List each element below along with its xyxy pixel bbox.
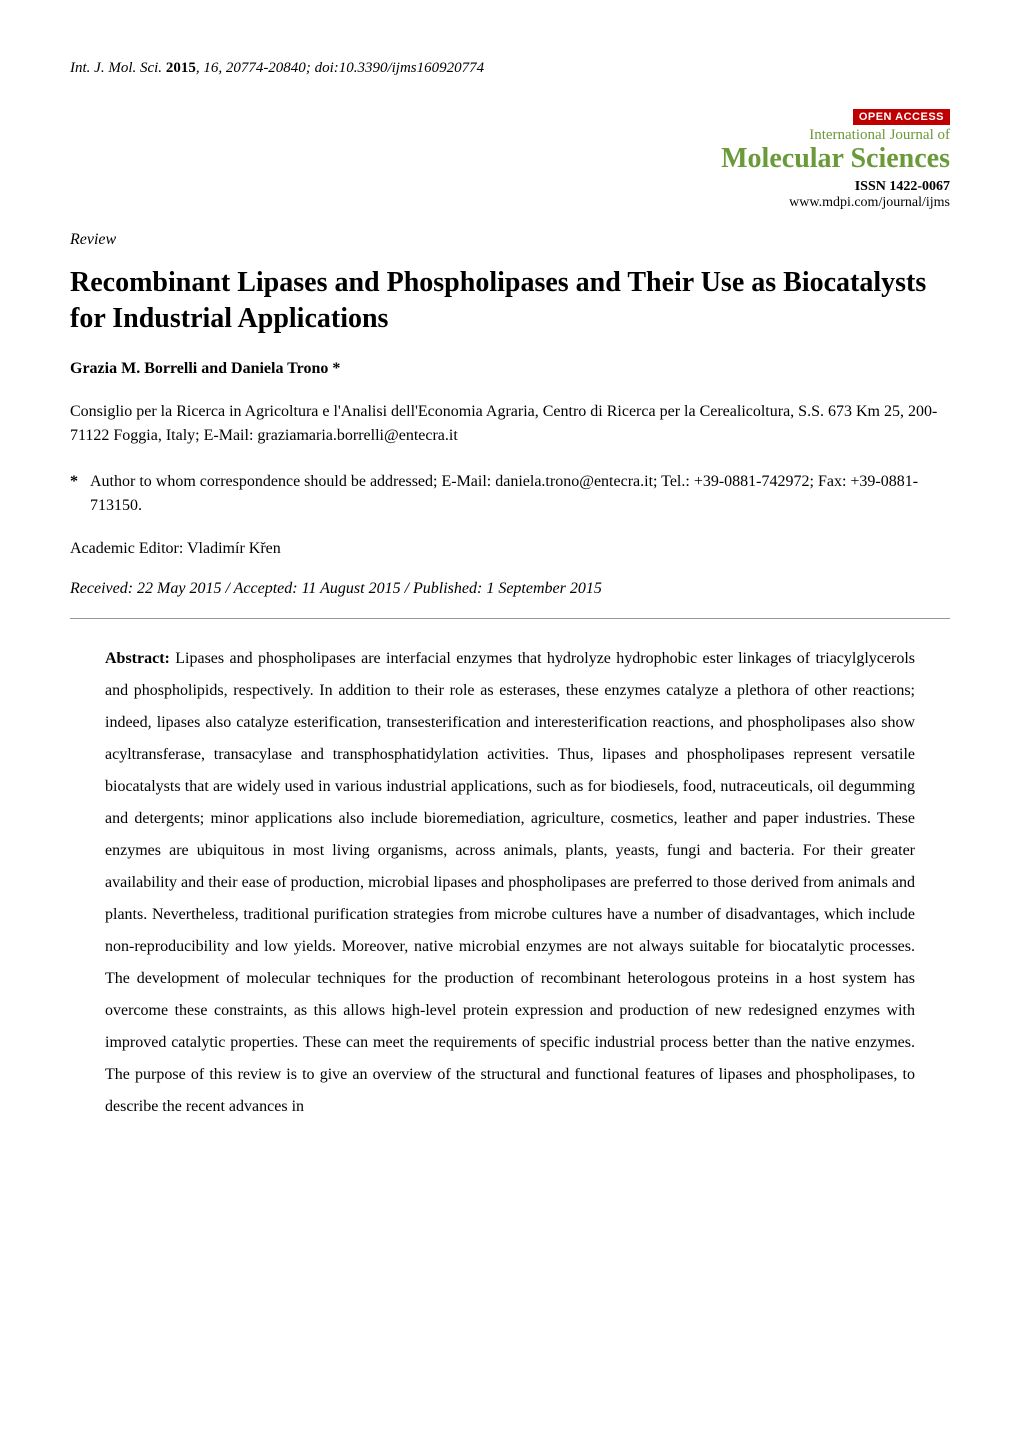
abstract-block: Abstract: Lipases and phospholipases are…: [70, 643, 950, 1123]
abstract-label: Abstract:: [105, 650, 170, 667]
journal-issn: ISSN 1422-0067: [70, 179, 950, 195]
article-dates: Received: 22 May 2015 / Accepted: 11 Aug…: [70, 580, 950, 598]
journal-url: www.mdpi.com/journal/ijms: [70, 195, 950, 211]
correspondence-block: * Author to whom correspondence should b…: [70, 470, 950, 518]
year: 2015: [166, 60, 196, 76]
article-title: Recombinant Lipases and Phospholipases a…: [70, 265, 950, 338]
article-type: Review: [70, 231, 950, 249]
affiliation: Consiglio per la Ricerca in Agricoltura …: [70, 400, 950, 448]
journal-name-prefix: International Journal of: [70, 127, 950, 144]
open-access-badge: OPEN ACCESS: [853, 109, 950, 125]
correspondence-star: *: [70, 470, 78, 518]
journal-identity-box: OPEN ACCESS International Journal of Mol…: [70, 107, 950, 211]
doi: doi:10.3390/ijms160920774: [315, 60, 485, 76]
journal-name: Molecular Sciences: [70, 144, 950, 175]
correspondence-text: Author to whom correspondence should be …: [90, 470, 950, 518]
abstract-body: Lipases and phospholipases are interfaci…: [105, 650, 915, 1115]
abstract-paragraph: Abstract: Lipases and phospholipases are…: [105, 643, 915, 1123]
academic-editor: Academic Editor: Vladimír Křen: [70, 540, 950, 558]
journal-abbrev: Int. J. Mol. Sci.: [70, 60, 162, 76]
section-divider: [70, 618, 950, 619]
authors: Grazia M. Borrelli and Daniela Trono *: [70, 360, 950, 378]
volume: 16: [203, 60, 218, 76]
pages: 20774-20840: [226, 60, 306, 76]
header-citation: Int. J. Mol. Sci. 2015, 16, 20774-20840;…: [70, 60, 950, 77]
